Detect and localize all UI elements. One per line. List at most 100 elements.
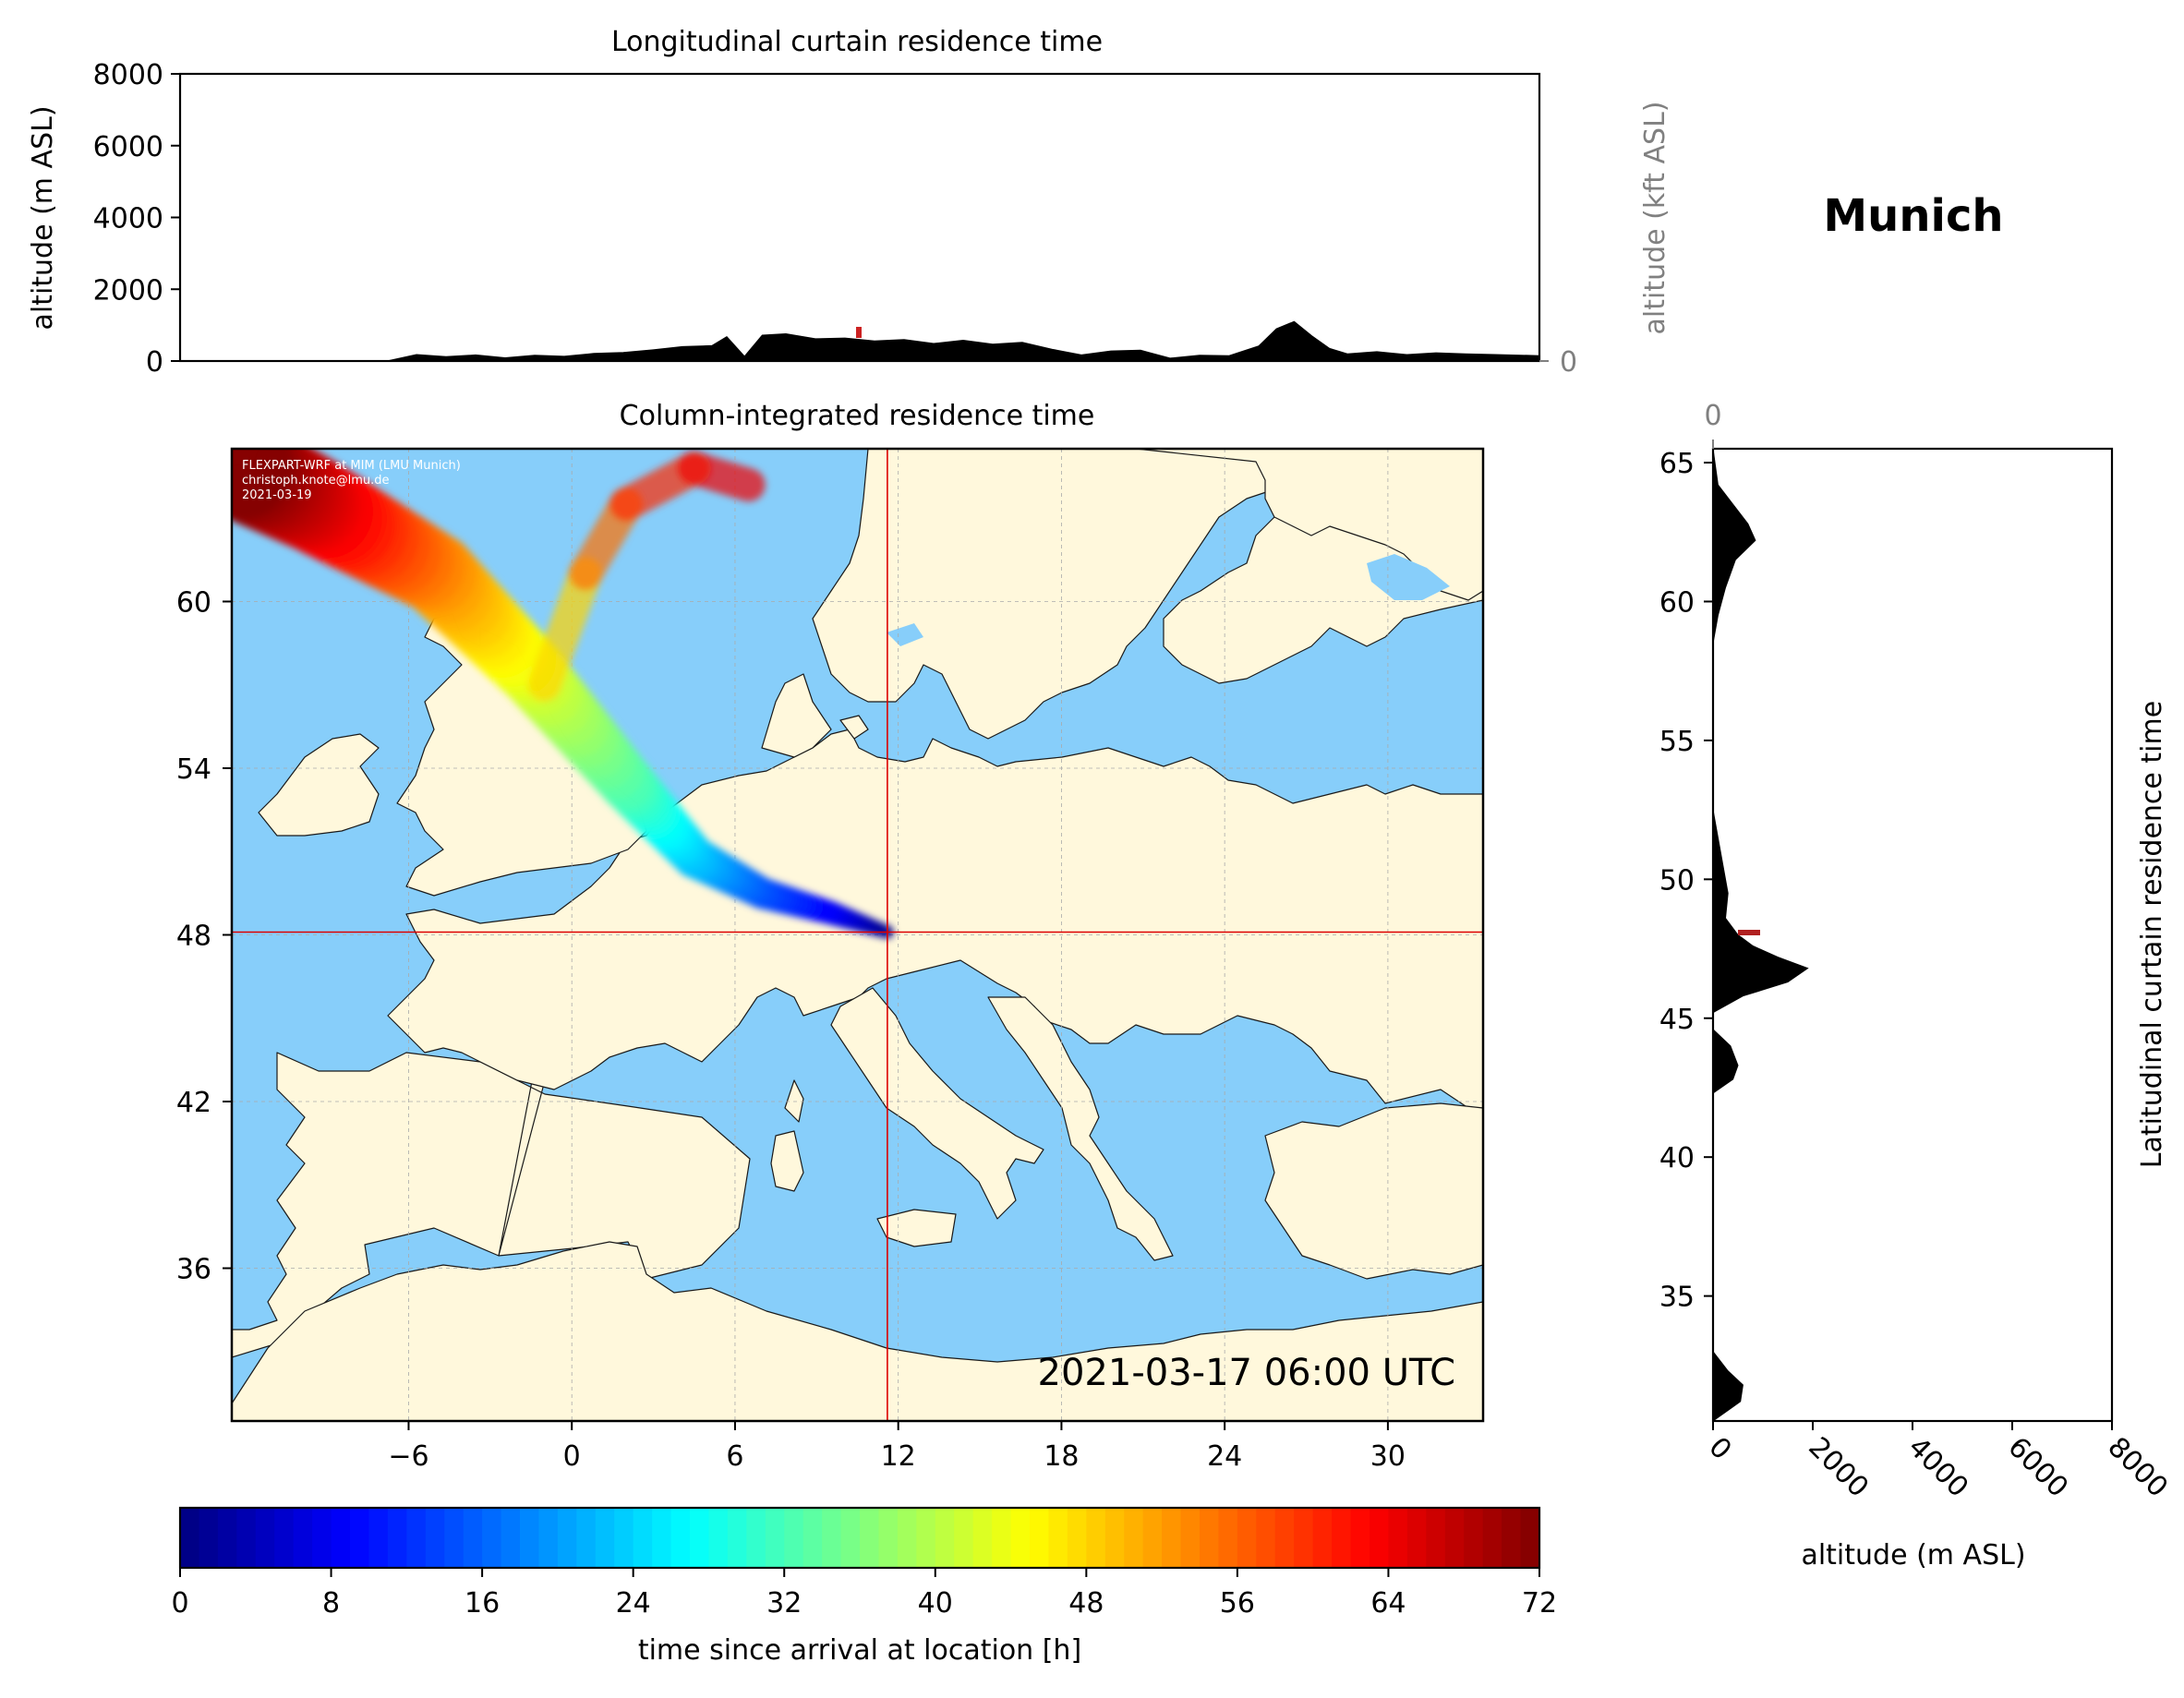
colorbar-cell [1142,1508,1163,1568]
colorbar-tick-label: 0 [171,1587,188,1620]
map-lat-tick-label: 60 [176,586,211,619]
longitudinal-kft-ticks: 050100 [1539,346,1577,379]
colorbar-cell [690,1508,710,1568]
colorbar-cell [1332,1508,1352,1568]
colorbar-cell [501,1508,521,1568]
map-lat-tick-label: 36 [176,1254,211,1286]
colorbar-tick-label: 32 [766,1587,802,1620]
colorbar-cell [1406,1508,1427,1568]
longitudinal-y-tick-label: 8000 [93,59,163,91]
colorbar-cell [557,1508,577,1568]
colorbar-cell [482,1508,502,1568]
colorbar-cell [1237,1508,1257,1568]
latitudinal-lat-tick-label: 40 [1659,1142,1695,1174]
credit-line-1: FLEXPART-WRF at MIM (LMU Munich) [242,459,461,473]
colorbar-cell [1256,1508,1276,1568]
latitudinal-x-label: altitude (m ASL) [1801,1539,2025,1572]
land-turkey [1264,1102,1483,1280]
colorbar-cell [727,1508,747,1568]
colorbar-cell [576,1508,597,1568]
colorbar-cell [1426,1508,1446,1568]
residence-time-map-panel: Column-integrated residence time [176,400,1485,1473]
latitudinal-altitude-tick-label: 6000 [2001,1431,2074,1504]
colorbar-cell [1370,1508,1390,1568]
colorbar-cell [1502,1508,1522,1568]
colorbar-tick-label: 40 [918,1587,953,1620]
longitudinal-y-tick-label: 2000 [93,274,163,307]
colorbar-cell [180,1508,200,1568]
colorbar-cell [199,1508,219,1568]
map-title: Column-integrated residence time [620,400,1095,432]
latitudinal-lat-tick-label: 50 [1659,864,1695,897]
colorbar-cell [670,1508,691,1568]
latitudinal-altitude-tick-label: 4000 [1901,1431,1974,1504]
longitudinal-y-tick-label: 0 [146,346,163,379]
map-lat-ticks: 36 42 48 54 60 [176,586,232,1286]
map-lon-tick-label: 6 [726,1440,743,1473]
colorbar-cell [1010,1508,1031,1568]
map-lon-tick-label: 12 [881,1440,916,1473]
map-lat-tick-label: 54 [176,753,211,786]
colorbar-cell [765,1508,785,1568]
map-lon-tick-label: 18 [1044,1440,1079,1473]
latitudinal-lat-tick-label: 35 [1659,1282,1695,1314]
latitudinal-lat-ticks: 35 40 45 50 55 60 65 [1659,448,1713,1314]
longitudinal-y-tick-label: 4000 [93,203,163,235]
map-lat-tick-label: 48 [176,921,211,953]
residence-time-plume [232,449,895,939]
map-lon-tick-label: 30 [1370,1440,1406,1473]
colorbar-tick-label: 64 [1370,1587,1406,1620]
latitudinal-lat-tick-label: 65 [1659,448,1695,480]
colorbar-frame [178,1506,1541,1570]
longitudinal-y-label: altitude (m ASL) [27,105,59,330]
colorbar-cell [1520,1508,1540,1568]
map-lon-ticks: −6 0 6 12 18 24 30 [388,1421,1406,1473]
colorbar-cell [444,1508,465,1568]
land-balkans-greece [987,996,1174,1261]
latitudinal-altitude-ticks: 0 2000 4000 6000 8000 [1702,1421,2174,1504]
colorbar-cell [1067,1508,1087,1568]
colorbar-label: time since arrival at location [h] [638,1634,1081,1667]
longitudinal-terrain-profile [180,320,1540,362]
colorbar-cell [954,1508,974,1568]
latitudinal-kft-ticks: 050100 [1704,400,1722,449]
land-north-africa [232,1241,1483,1421]
colorbar-cell [802,1508,823,1568]
lakes [887,554,1450,646]
colorbar-cell [897,1508,917,1568]
land-italy [830,987,1044,1220]
latitudinal-altitude-tick-label: 2000 [1802,1431,1875,1504]
plume-segment [527,557,602,702]
land-denmark [761,673,869,758]
plume-segment [232,449,293,520]
colorbar-cell [1444,1508,1465,1568]
colorbar-tick-label: 72 [1522,1587,1557,1620]
map-timestamp: 2021-03-17 06:00 UTC [1038,1352,1455,1394]
colorbar-cell [595,1508,615,1568]
colorbar-cell [406,1508,427,1568]
colorbar-cell [708,1508,729,1568]
colorbar-cell [1162,1508,1182,1568]
colorbar-cell [1388,1508,1408,1568]
latitudinal-release-marker [1738,930,1760,935]
latitudinal-lat-tick-label: 45 [1659,1004,1695,1036]
colorbar-tick-label: 24 [616,1587,651,1620]
colorbar-cell [935,1508,955,1568]
longitudinal-curtain-frame [178,72,1541,363]
colorbar-cell [840,1508,861,1568]
longitudinal-y-ticks: 0 2000 4000 6000 8000 [93,59,180,379]
colorbar-cell [878,1508,899,1568]
colorbar-cell [255,1508,275,1568]
longitudinal-kft-tick-label: 0 [1560,346,1577,379]
colorbar-cells [180,1508,1540,1568]
colorbar-cell [972,1508,993,1568]
colorbar-tick-label: 16 [465,1587,500,1620]
colorbar-cell [538,1508,559,1568]
colorbar-cell [236,1508,257,1568]
colorbar-cell [1464,1508,1484,1568]
colorbar-cell [1124,1508,1144,1568]
colorbar-tick-label: 48 [1068,1587,1104,1620]
colorbar-cell [1048,1508,1068,1568]
